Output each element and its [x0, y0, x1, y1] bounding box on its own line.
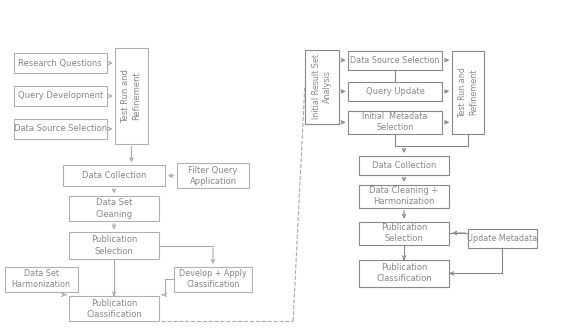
FancyBboxPatch shape — [69, 296, 159, 321]
Text: Test Run and
Refinement: Test Run and Refinement — [122, 69, 142, 123]
FancyBboxPatch shape — [5, 267, 78, 291]
Text: Data Set
Cleaning: Data Set Cleaning — [95, 198, 133, 218]
Text: Develop + Apply
Classification: Develop + Apply Classification — [179, 269, 247, 289]
Text: Publication
Classification: Publication Classification — [86, 299, 142, 319]
Text: Data Cleaning +
Harmonization: Data Cleaning + Harmonization — [370, 186, 439, 206]
FancyBboxPatch shape — [13, 53, 106, 73]
FancyBboxPatch shape — [69, 196, 159, 221]
FancyBboxPatch shape — [63, 165, 165, 186]
Text: Data Source Selection: Data Source Selection — [13, 124, 106, 133]
FancyBboxPatch shape — [359, 156, 449, 175]
Text: Research Questions: Research Questions — [18, 59, 102, 68]
FancyBboxPatch shape — [349, 82, 442, 101]
Text: Publication
Selection: Publication Selection — [91, 236, 137, 255]
FancyBboxPatch shape — [452, 50, 484, 134]
FancyBboxPatch shape — [115, 48, 147, 144]
Text: Publication
Selection: Publication Selection — [381, 223, 427, 243]
Text: Query Update: Query Update — [366, 87, 425, 96]
Text: Data Set
Harmonization: Data Set Harmonization — [12, 269, 71, 289]
Text: Test Run and
Refinement: Test Run and Refinement — [458, 67, 478, 118]
FancyBboxPatch shape — [13, 119, 106, 139]
Text: Publication
Classification: Publication Classification — [376, 263, 432, 283]
FancyBboxPatch shape — [359, 221, 449, 245]
FancyBboxPatch shape — [174, 267, 252, 291]
Text: Initial  Metadata
Selection: Initial Metadata Selection — [362, 112, 428, 132]
FancyBboxPatch shape — [359, 185, 449, 208]
Text: Data Collection: Data Collection — [372, 161, 436, 170]
FancyBboxPatch shape — [69, 232, 159, 259]
FancyBboxPatch shape — [13, 86, 106, 106]
Text: Update Metadata: Update Metadata — [467, 234, 537, 243]
Text: Query Development: Query Development — [18, 91, 103, 101]
FancyBboxPatch shape — [359, 260, 449, 286]
Text: Filter Query
Application: Filter Query Application — [188, 166, 238, 186]
FancyBboxPatch shape — [177, 163, 249, 188]
Text: Initial Result Set
Analysis: Initial Result Set Analysis — [312, 54, 332, 119]
Text: Data Collection: Data Collection — [82, 171, 146, 180]
FancyBboxPatch shape — [349, 111, 442, 134]
FancyBboxPatch shape — [305, 50, 339, 124]
Text: Data Source Selection: Data Source Selection — [350, 56, 440, 65]
FancyBboxPatch shape — [468, 229, 536, 248]
FancyBboxPatch shape — [349, 50, 442, 70]
